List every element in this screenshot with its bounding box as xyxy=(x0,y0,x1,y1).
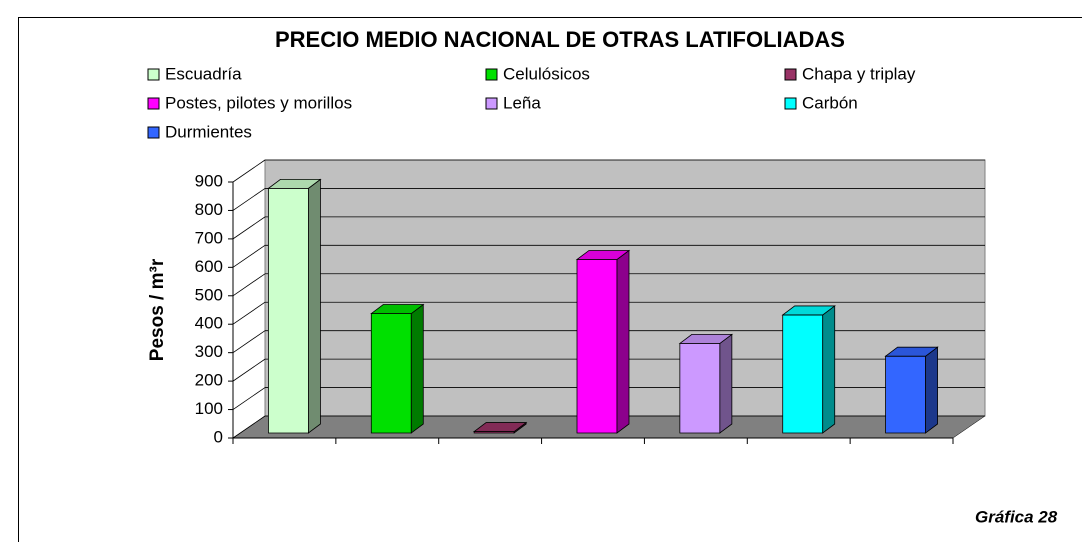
bar-top-shade xyxy=(577,250,629,260)
bar-top-shade xyxy=(679,334,732,344)
bar-front xyxy=(782,314,824,434)
y-tick-label: 400 xyxy=(195,314,223,333)
bar-side-shade xyxy=(925,347,938,433)
y-tick-label: 900 xyxy=(195,171,223,190)
legend-swatch xyxy=(784,97,797,110)
grid-line xyxy=(232,301,266,325)
legend-label: Escuadría xyxy=(165,64,242,83)
legend-label: Celulósicos xyxy=(503,64,590,83)
legend-label: Chapa y triplay xyxy=(802,64,916,83)
y-tick-label: 100 xyxy=(195,399,223,418)
legend-swatch xyxy=(147,97,160,110)
legend-swatch xyxy=(485,68,498,81)
bar-side-shade xyxy=(719,334,732,433)
bar-top-shade xyxy=(782,305,835,315)
bar-top xyxy=(472,422,528,432)
bar-side-shade xyxy=(617,250,629,433)
bar-top-shade xyxy=(371,304,424,314)
bar-top xyxy=(370,304,425,314)
legend-label: Postes, pilotes y morillos xyxy=(165,93,352,112)
bar-top-shade xyxy=(474,422,527,432)
y-tick-label: 200 xyxy=(195,371,223,390)
bar-top xyxy=(267,178,322,189)
legend-swatch xyxy=(147,68,160,81)
legend-label: Carbón xyxy=(802,93,858,112)
annotation: Gráfica 28 xyxy=(975,507,1058,526)
bar-top-shade xyxy=(268,179,321,189)
grid-line xyxy=(232,273,266,297)
grid-line xyxy=(232,415,266,439)
grid-line xyxy=(232,358,266,382)
grid-line xyxy=(232,188,266,211)
grid-line xyxy=(232,245,266,268)
bar-top xyxy=(678,333,734,344)
bar-top xyxy=(575,250,631,260)
grid-line xyxy=(232,159,266,183)
legend-swatch xyxy=(784,68,797,81)
bar-front xyxy=(576,259,618,434)
legend-swatch xyxy=(147,126,160,139)
bar-top xyxy=(884,346,939,357)
bar-side-shade xyxy=(308,179,321,433)
bar-top xyxy=(781,305,836,316)
legend-label: Leña xyxy=(503,93,541,112)
y-tick-label: 800 xyxy=(195,200,223,219)
chart-title: PRECIO MEDIO NACIONAL DE OTRAS LATIFOLIA… xyxy=(275,27,845,52)
bar-front xyxy=(885,355,926,434)
bar-side-shade xyxy=(411,304,424,433)
grid-line xyxy=(232,330,266,353)
y-tick-label: 0 xyxy=(214,427,223,446)
bar-side-shade xyxy=(822,305,835,433)
bar-front xyxy=(268,187,309,434)
grid-line xyxy=(232,216,266,240)
bar-front xyxy=(370,313,412,434)
y-tick-label: 500 xyxy=(195,285,223,304)
grid-line xyxy=(232,387,266,410)
y-tick-label: 600 xyxy=(195,257,223,276)
y-tick-label: 300 xyxy=(195,342,223,361)
y-axis-label: Pesos / m³r xyxy=(147,258,168,361)
legend-swatch xyxy=(485,97,498,110)
legend-label: Durmientes xyxy=(165,122,252,141)
bar-front xyxy=(679,342,721,434)
y-tick-label: 700 xyxy=(195,228,223,247)
bar-top-shade xyxy=(885,347,938,357)
